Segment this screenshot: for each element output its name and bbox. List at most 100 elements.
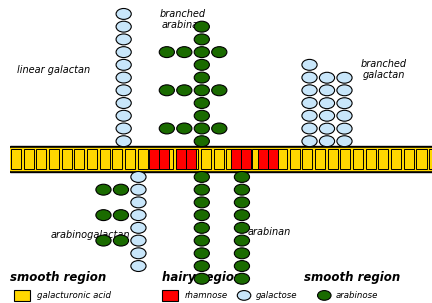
Circle shape xyxy=(131,210,146,221)
FancyBboxPatch shape xyxy=(112,149,122,169)
Circle shape xyxy=(96,235,111,246)
Circle shape xyxy=(234,184,250,195)
Circle shape xyxy=(302,85,317,96)
FancyBboxPatch shape xyxy=(163,149,173,169)
Circle shape xyxy=(194,235,210,246)
Text: rhamnose: rhamnose xyxy=(185,291,228,300)
FancyBboxPatch shape xyxy=(226,149,236,169)
FancyBboxPatch shape xyxy=(365,149,376,169)
Circle shape xyxy=(131,261,146,271)
Circle shape xyxy=(234,235,250,246)
Circle shape xyxy=(337,85,352,96)
Circle shape xyxy=(234,210,250,221)
FancyBboxPatch shape xyxy=(10,148,432,170)
Circle shape xyxy=(177,85,192,96)
Circle shape xyxy=(212,47,227,58)
Circle shape xyxy=(131,184,146,195)
Circle shape xyxy=(194,273,210,284)
Circle shape xyxy=(319,110,335,121)
Circle shape xyxy=(194,34,210,45)
Circle shape xyxy=(194,21,210,32)
Text: arabinan: arabinan xyxy=(248,227,291,237)
Circle shape xyxy=(337,72,352,83)
Circle shape xyxy=(131,235,146,246)
Circle shape xyxy=(113,210,129,221)
Circle shape xyxy=(116,59,131,70)
Circle shape xyxy=(194,248,210,259)
FancyBboxPatch shape xyxy=(239,149,249,169)
Text: smooth region: smooth region xyxy=(10,271,106,284)
FancyBboxPatch shape xyxy=(378,149,388,169)
Circle shape xyxy=(96,184,111,195)
FancyBboxPatch shape xyxy=(186,149,196,169)
FancyBboxPatch shape xyxy=(201,149,211,169)
FancyBboxPatch shape xyxy=(14,290,30,301)
Circle shape xyxy=(159,123,175,134)
Circle shape xyxy=(194,98,210,108)
FancyBboxPatch shape xyxy=(257,149,268,169)
Circle shape xyxy=(319,85,335,96)
FancyBboxPatch shape xyxy=(162,290,178,301)
Circle shape xyxy=(194,110,210,121)
Circle shape xyxy=(116,110,131,121)
Circle shape xyxy=(194,59,210,70)
Circle shape xyxy=(302,72,317,83)
Circle shape xyxy=(131,222,146,233)
Circle shape xyxy=(116,136,131,147)
Circle shape xyxy=(194,210,210,221)
FancyBboxPatch shape xyxy=(264,149,274,169)
Circle shape xyxy=(116,123,131,134)
FancyBboxPatch shape xyxy=(429,149,432,169)
Circle shape xyxy=(194,47,210,58)
Circle shape xyxy=(337,110,352,121)
Text: arabinose: arabinose xyxy=(336,291,378,300)
Circle shape xyxy=(318,291,331,300)
FancyBboxPatch shape xyxy=(353,149,363,169)
Circle shape xyxy=(159,47,175,58)
FancyBboxPatch shape xyxy=(138,149,148,169)
FancyBboxPatch shape xyxy=(416,149,426,169)
Text: galacturonic acid: galacturonic acid xyxy=(37,291,111,300)
FancyBboxPatch shape xyxy=(62,149,72,169)
FancyBboxPatch shape xyxy=(214,149,224,169)
Circle shape xyxy=(116,85,131,96)
Circle shape xyxy=(319,136,335,147)
FancyBboxPatch shape xyxy=(125,149,135,169)
FancyBboxPatch shape xyxy=(100,149,110,169)
FancyBboxPatch shape xyxy=(150,149,160,169)
FancyBboxPatch shape xyxy=(176,149,186,169)
Circle shape xyxy=(194,72,210,83)
Text: smooth region: smooth region xyxy=(304,271,400,284)
FancyBboxPatch shape xyxy=(49,149,59,169)
Circle shape xyxy=(319,123,335,134)
Circle shape xyxy=(131,171,146,182)
Circle shape xyxy=(131,197,146,208)
Circle shape xyxy=(194,222,210,233)
Circle shape xyxy=(194,123,210,134)
Text: branched
arabinan: branched arabinan xyxy=(160,9,206,31)
Circle shape xyxy=(234,171,250,182)
Circle shape xyxy=(113,184,129,195)
Circle shape xyxy=(116,21,131,32)
Circle shape xyxy=(194,184,210,195)
FancyBboxPatch shape xyxy=(403,149,414,169)
Text: arabinogalactan: arabinogalactan xyxy=(50,230,130,240)
FancyBboxPatch shape xyxy=(74,149,84,169)
FancyBboxPatch shape xyxy=(231,149,241,169)
Circle shape xyxy=(234,197,250,208)
Circle shape xyxy=(237,291,251,300)
Circle shape xyxy=(302,123,317,134)
FancyBboxPatch shape xyxy=(268,149,278,169)
Circle shape xyxy=(177,123,192,134)
FancyBboxPatch shape xyxy=(290,149,300,169)
Circle shape xyxy=(212,85,227,96)
Text: hairy region: hairy region xyxy=(162,271,242,284)
Circle shape xyxy=(194,85,210,96)
Circle shape xyxy=(116,47,131,58)
FancyBboxPatch shape xyxy=(241,149,251,169)
FancyBboxPatch shape xyxy=(87,149,97,169)
Circle shape xyxy=(159,85,175,96)
FancyBboxPatch shape xyxy=(176,149,186,169)
Circle shape xyxy=(302,110,317,121)
Text: galactose: galactose xyxy=(255,291,297,300)
